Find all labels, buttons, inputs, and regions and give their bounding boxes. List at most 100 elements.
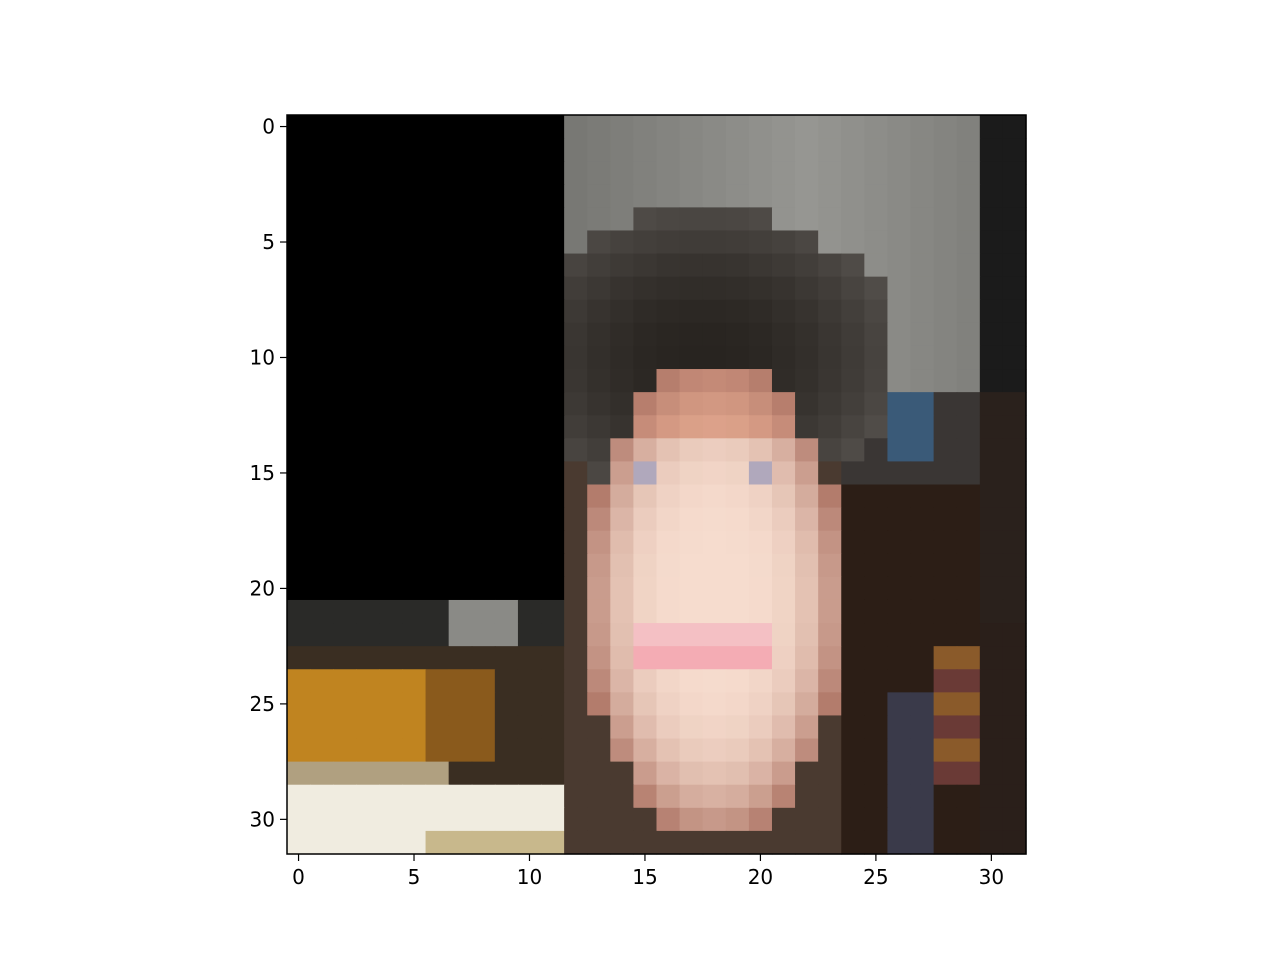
- pixel-cell: [402, 369, 427, 393]
- pixel-cell: [494, 230, 519, 255]
- pixel-cell: [679, 484, 704, 509]
- pixel-cell: [494, 138, 519, 162]
- pixel-cell: [956, 253, 981, 278]
- pixel-cell: [956, 184, 981, 208]
- pixel-cell: [379, 623, 404, 647]
- pixel-cell: [748, 115, 773, 139]
- pixel-cell: [795, 415, 819, 439]
- pixel-cell: [610, 299, 634, 324]
- pixel-cell: [725, 807, 750, 832]
- pixel-cell: [748, 784, 773, 809]
- pixel-cell: [517, 276, 542, 301]
- pixel-cell: [748, 623, 773, 647]
- pixel-cell: [425, 184, 450, 208]
- pixel-cell: [564, 230, 588, 255]
- pixel-cell: [771, 807, 796, 832]
- pixel-cell: [795, 530, 819, 555]
- pixel-cell: [933, 692, 958, 717]
- pixel-cell: [610, 322, 634, 347]
- pixel-cell: [587, 830, 611, 855]
- pixel-cell: [425, 692, 450, 717]
- pixel-cell: [333, 299, 357, 324]
- pixel-cell: [1002, 576, 1027, 601]
- pixel-cell: [725, 276, 750, 301]
- pixel-cell: [448, 830, 473, 855]
- pixel-cell: [587, 461, 611, 486]
- pixel-cell: [702, 553, 727, 578]
- pixel-cell: [541, 807, 565, 832]
- pixel-cell: [402, 507, 427, 532]
- x-tick-label: 25: [863, 865, 888, 889]
- pixel-cell: [818, 646, 842, 670]
- pixel-cell: [771, 230, 796, 255]
- pixel-cell: [818, 369, 842, 393]
- pixel-cell: [887, 461, 912, 486]
- pixel-cell: [910, 415, 935, 439]
- pixel-cell: [310, 345, 334, 370]
- pixel-cell: [448, 322, 473, 347]
- pixel-cell: [841, 276, 865, 301]
- pixel-cell: [448, 253, 473, 278]
- pixel-cell: [656, 345, 681, 370]
- pixel-cell: [287, 576, 311, 601]
- pixel-cell: [541, 784, 565, 809]
- pixel-cell: [864, 115, 889, 139]
- pixel-cell: [679, 161, 704, 185]
- pixel-cell: [356, 507, 380, 532]
- pixel-cell: [771, 461, 796, 486]
- pixel-cell: [702, 230, 727, 255]
- pixel-cell: [841, 461, 865, 486]
- pixel-cell: [587, 115, 611, 139]
- pixel-cell: [910, 784, 935, 809]
- pixel-cell: [818, 299, 842, 324]
- pixel-cell: [679, 807, 704, 832]
- pixel-cell: [310, 784, 334, 809]
- pixel-cell: [587, 784, 611, 809]
- pixel-cell: [333, 761, 357, 786]
- pixel-cell: [679, 599, 704, 624]
- pixel-cell: [356, 115, 380, 139]
- pixel-cell: [864, 738, 889, 763]
- pixel-cell: [864, 345, 889, 370]
- pixel-cell: [425, 484, 450, 509]
- pixel-cell: [1002, 784, 1027, 809]
- pixel-cell: [587, 253, 611, 278]
- pixel-cell: [795, 761, 819, 786]
- pixel-cell: [494, 299, 519, 324]
- pixel-cell: [379, 369, 404, 393]
- pixel-cell: [379, 738, 404, 763]
- pixel-cell: [933, 599, 958, 624]
- pixel-cell: [771, 738, 796, 763]
- pixel-cell: [771, 392, 796, 416]
- pixel-cell: [471, 553, 496, 578]
- pixel-cell: [956, 138, 981, 162]
- pixel-cell: [933, 576, 958, 601]
- pixel-cell: [633, 322, 658, 347]
- pixel-cell: [841, 715, 865, 740]
- pixel-cell: [633, 715, 658, 740]
- pixel-cell: [679, 299, 704, 324]
- pixel-cell: [587, 738, 611, 763]
- pixel-cell: [725, 669, 750, 693]
- pixel-cell: [725, 530, 750, 555]
- pixel-cell: [471, 623, 496, 647]
- pixel-cell: [656, 161, 681, 185]
- pixel-cell: [333, 784, 357, 809]
- pixel-cell: [910, 576, 935, 601]
- pixel-cell: [402, 184, 427, 208]
- pixel-cell: [448, 299, 473, 324]
- pixel-cell: [656, 692, 681, 717]
- pixel-cell: [610, 692, 634, 717]
- pixel-cell: [471, 276, 496, 301]
- pixel-cell: [933, 507, 958, 532]
- pixel-cell: [310, 623, 334, 647]
- pixel-cell: [679, 507, 704, 532]
- pixel-cell: [587, 369, 611, 393]
- pixel-cell: [379, 461, 404, 486]
- pixel-cell: [471, 784, 496, 809]
- pixel-cell: [979, 276, 1004, 301]
- pixel-cell: [517, 761, 542, 786]
- pixel-cell: [494, 184, 519, 208]
- pixel-cell: [287, 669, 311, 693]
- pixel-cell: [933, 784, 958, 809]
